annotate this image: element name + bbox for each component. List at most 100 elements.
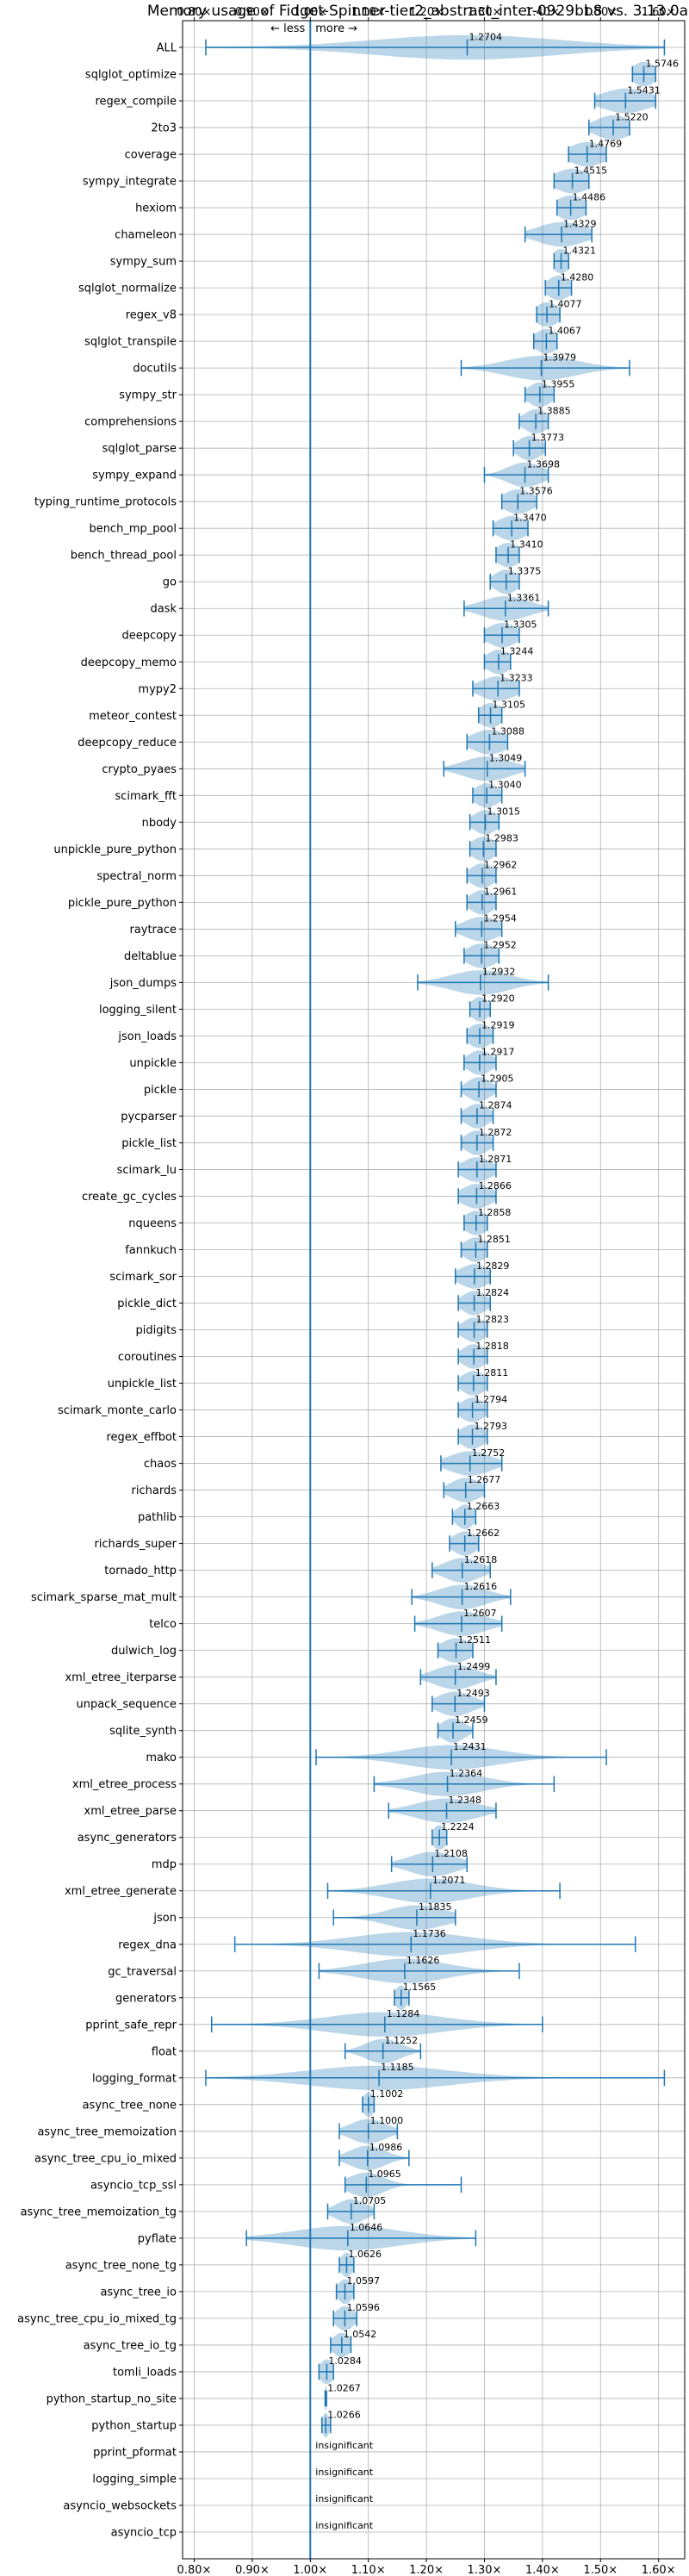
benchmark-label: async_tree_memoization_tg	[21, 2206, 177, 2218]
mean-value-label: 1.2824	[476, 1287, 510, 1298]
mean-value-label: 1.3233	[500, 673, 533, 684]
mean-value-label: 1.3773	[531, 432, 565, 443]
benchmark-label: meteor_contest	[89, 710, 177, 723]
mean-value-label: 1.4280	[561, 271, 594, 283]
benchmark-label: deltablue	[124, 950, 177, 963]
x-tick-label-bottom: 1.30×	[468, 2564, 502, 2576]
mean-value-label: 1.0542	[344, 2329, 377, 2340]
benchmark-label: generators	[115, 1992, 177, 2005]
x-tick-label-top: 0.90×	[235, 6, 270, 19]
mean-value-label: 1.2954	[483, 913, 517, 924]
benchmark-label: xml_etree_generate	[65, 1885, 177, 1898]
insignificant-label: insignificant	[315, 2520, 374, 2531]
mean-value-label: 1.3955	[542, 378, 575, 389]
x-tick-label-top: 1.20×	[409, 6, 444, 19]
x-tick-label-top: 1.50×	[583, 6, 618, 19]
x-tick-label-top: 1.60×	[642, 6, 676, 19]
benchmark-label: async_tree_cpu_io_mixed	[34, 2152, 177, 2165]
benchmark-label: richards_super	[94, 1538, 177, 1551]
benchmark-label: chameleon	[115, 229, 177, 242]
benchmark-label: regex_v8	[126, 309, 177, 322]
benchmark-label: pickle_dict	[117, 1297, 177, 1310]
mean-value-label: 1.4769	[589, 138, 623, 149]
mean-value-label: 1.0596	[346, 2302, 380, 2313]
benchmark-label: coroutines	[118, 1351, 177, 1364]
benchmark-label: regex_effbot	[106, 1431, 177, 1444]
mean-value-label: 1.3244	[500, 646, 534, 657]
benchmark-label: unpack_sequence	[76, 1698, 177, 1711]
mean-value-label: 1.2872	[479, 1127, 512, 1138]
benchmark-label: scimark_monte_carlo	[58, 1404, 177, 1417]
benchmark-label: logging_silent	[99, 1004, 177, 1017]
benchmark-label: scimark_fft	[115, 790, 177, 803]
benchmark-label: gc_traversal	[108, 1965, 177, 1978]
mean-value-label: 1.2962	[484, 860, 518, 871]
mean-value-label: 1.4321	[563, 245, 597, 256]
x-axis-ticks: 0.80× 0.80× 0.90× 0.90× 1.00× 1.00× 1.10× 1.10×…	[177, 6, 676, 2576]
benchmark-label: dask	[150, 603, 177, 616]
mean-value-label: 1.2348	[449, 1795, 482, 1806]
mean-value-label: 1.2829	[476, 1260, 510, 1272]
benchmark-label: regex_dna	[118, 1938, 177, 1951]
x-tick-label-bottom: 0.90×	[235, 2564, 270, 2576]
mean-value-label: 1.2871	[479, 1154, 512, 1165]
violin-layer	[205, 34, 665, 2438]
benchmark-label: 2to3	[151, 122, 177, 135]
benchmark-label: sympy_expand	[92, 470, 177, 482]
benchmark-label: crypto_pyaes	[102, 763, 177, 776]
mean-value-label: 1.1736	[413, 1928, 446, 1939]
mean-value-label: 1.2961	[484, 887, 518, 898]
mean-value-label: 1.2920	[481, 993, 515, 1005]
benchmark-label: deepcopy_reduce	[78, 737, 177, 750]
mean-value-label: 1.1565	[403, 1982, 437, 1993]
mean-value-label: 1.1185	[381, 2062, 414, 2073]
mean-value-label: 1.2858	[478, 1207, 512, 1218]
mean-value-label: 1.2663	[467, 1501, 500, 1512]
axes-frame	[182, 20, 686, 2560]
benchmark-label: float	[152, 2045, 177, 2058]
x-tick-label-top: 1.10×	[351, 6, 386, 19]
mean-value-label: 1.4515	[574, 165, 608, 176]
mean-value-label: 1.2224	[441, 1821, 475, 1832]
x-tick-label-bottom: 1.40×	[525, 2564, 560, 2576]
benchmark-label: pickle_list	[121, 1137, 177, 1150]
mean-value-label: 1.2677	[468, 1474, 501, 1485]
mean-value-label: 1.2983	[485, 833, 518, 844]
benchmark-label: dulwich_log	[111, 1645, 177, 1658]
mean-value-label: 1.0284	[328, 2355, 362, 2367]
benchmark-label: sqlglot_parse	[102, 443, 177, 456]
mean-value-label: 1.2793	[475, 1421, 508, 1432]
benchmark-label: sympy_str	[119, 389, 177, 402]
benchmark-label: richards	[132, 1484, 177, 1497]
x-tick-label-top: 1.30×	[468, 6, 502, 19]
mean-value-label: 1.4329	[563, 218, 597, 229]
benchmark-label: fannkuch	[125, 1244, 177, 1257]
mean-value-label: 1.0646	[350, 2222, 383, 2233]
benchmark-label: tornado_http	[104, 1565, 177, 1577]
benchmark-label: mypy2	[138, 683, 177, 696]
mean-value-label: 1.1000	[370, 2115, 404, 2126]
mean-value-label: 1.3305	[504, 619, 537, 631]
mean-value-label: 1.2818	[475, 1341, 509, 1352]
benchmark-label: sqlglot_normalize	[78, 283, 177, 296]
mean-value-label: 1.2493	[456, 1688, 490, 1699]
insignificant-label: insignificant	[315, 2440, 374, 2451]
mean-value-label: 1.2811	[475, 1367, 509, 1378]
whisker-layer	[205, 39, 666, 2434]
mean-value-label: 1.2917	[481, 1047, 515, 1058]
mean-value-label: 1.2071	[432, 1875, 466, 1886]
mean-value-label: 1.3088	[491, 726, 525, 737]
benchmark-label: pprint_safe_repr	[85, 2019, 177, 2032]
mean-value-label: 1.1626	[407, 1955, 440, 1966]
y-axis-labels: ALL sqlglot_optimize regex_compile 2to3 cove…	[17, 42, 183, 2539]
benchmark-label: sqlite_synth	[109, 1725, 177, 1738]
benchmark-label: scimark_lu	[117, 1164, 177, 1177]
mean-value-label: 1.3361	[507, 593, 541, 604]
mean-value-label: 1.2919	[481, 1020, 515, 1031]
mean-value-label: 1.2932	[482, 967, 516, 978]
benchmark-label: tomli_loads	[113, 2366, 177, 2379]
x-tick-label-top: 0.80×	[177, 6, 212, 19]
benchmark-label: mdp	[152, 1858, 177, 1871]
benchmark-label: spectral_norm	[96, 870, 177, 883]
mean-value-label: 1.2616	[464, 1581, 498, 1592]
